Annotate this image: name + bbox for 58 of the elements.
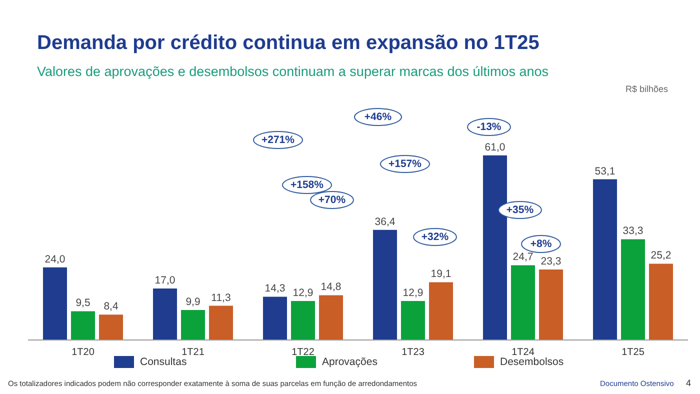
data-label: 19,1 (430, 268, 452, 280)
data-label: 11,3 (211, 292, 231, 304)
bar (153, 288, 177, 340)
annotation: +35% (498, 201, 542, 219)
chart-title: Demanda por crédito continua em expansão no 1T25 (37, 32, 540, 55)
annotation: +8% (521, 235, 561, 253)
bar (511, 265, 535, 340)
x-tick-label: 1T25 (622, 347, 645, 358)
bar (539, 269, 563, 340)
text: R$ bilhões (625, 84, 668, 94)
bar (71, 311, 95, 340)
legend-label: Desembolsos (499, 356, 564, 368)
x-tick-label: 1T21 (182, 347, 205, 358)
annotation: +70% (310, 191, 354, 209)
data-label: 12,9 (402, 286, 424, 299)
data-label: 36,4 (374, 216, 396, 228)
data-label: 25,2 (650, 250, 672, 262)
x-tick-label: 1T22 (292, 347, 315, 358)
annotation: +32% (413, 228, 457, 246)
x-tick-label: 1T20 (72, 347, 95, 358)
bar (43, 267, 67, 340)
data-label: 24,7 (512, 251, 534, 264)
data-label: 14,3 (264, 282, 286, 295)
bar (181, 310, 205, 340)
text: 4 (686, 378, 692, 388)
bar (99, 314, 123, 340)
data-label: 8,4 (104, 300, 118, 313)
bar (209, 306, 233, 340)
bar (291, 300, 315, 340)
bar (483, 155, 507, 340)
bar (429, 282, 453, 340)
bar (263, 296, 287, 340)
bar (649, 264, 673, 340)
bar (401, 300, 425, 340)
x-tick-label: 1T23 (402, 347, 425, 358)
data-label: 9,5 (76, 297, 90, 310)
chart-subtitle: Valores de aprovações e desembolsos continuam a superar marcas dos últimos anos (37, 64, 549, 79)
bar (319, 295, 343, 340)
annotation: +158% (282, 176, 332, 194)
annotation: +157% (380, 155, 430, 173)
data-label: 53,1 (594, 165, 616, 178)
data-label: 9,9 (186, 296, 200, 308)
bar (621, 239, 645, 340)
data-label: 61,0 (484, 141, 506, 154)
data-label: 33,3 (622, 225, 644, 238)
text: +46% (354, 108, 402, 126)
legend-label: Aprovações (322, 356, 378, 368)
data-label: 23,3 (540, 255, 562, 268)
bar (373, 230, 397, 340)
data-label: 14,8 (320, 281, 342, 294)
data-label: 24,0 (44, 253, 66, 266)
bar (593, 179, 617, 340)
data-label: 12,9 (292, 286, 314, 299)
data-label: 17,0 (154, 274, 176, 287)
text: +271% (253, 131, 303, 149)
legend-label: Consultas (139, 356, 187, 368)
text: -13% (467, 118, 511, 136)
x-tick-label: 1T24 (512, 347, 535, 358)
